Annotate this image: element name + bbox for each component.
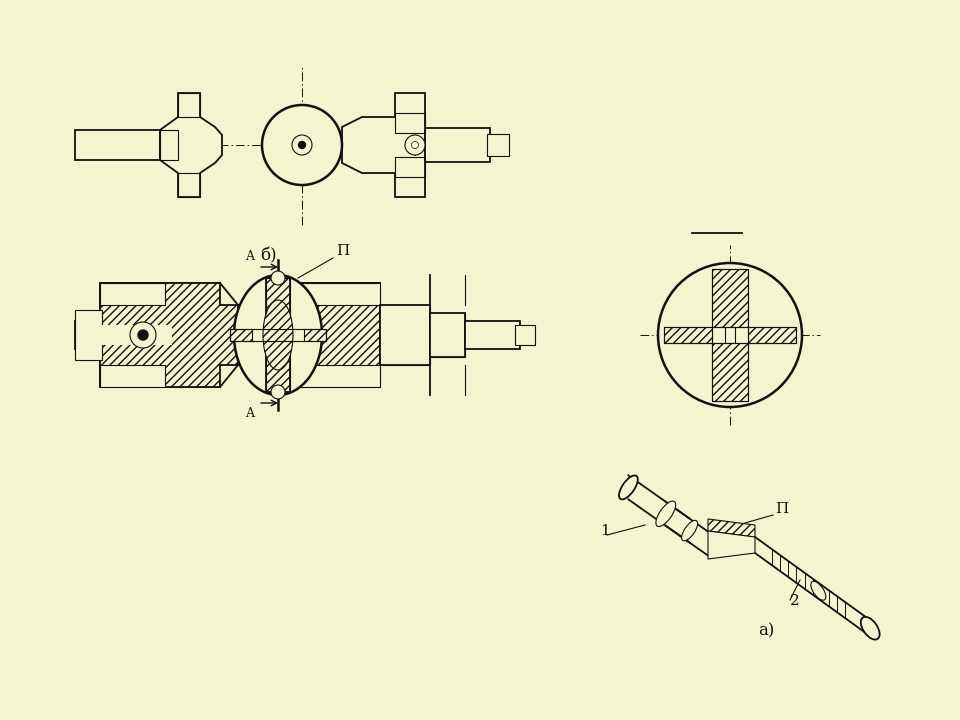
Bar xyxy=(262,283,380,305)
Ellipse shape xyxy=(234,275,322,395)
Bar xyxy=(262,365,380,387)
Bar xyxy=(395,113,425,133)
Polygon shape xyxy=(708,531,755,559)
Bar xyxy=(178,173,200,197)
Bar xyxy=(304,329,326,341)
Circle shape xyxy=(138,330,148,340)
Bar xyxy=(712,269,748,401)
Ellipse shape xyxy=(619,475,637,500)
Ellipse shape xyxy=(811,581,826,600)
Text: A: A xyxy=(245,407,254,420)
Bar xyxy=(100,365,165,387)
Bar xyxy=(75,321,102,349)
Bar xyxy=(160,130,178,160)
Circle shape xyxy=(299,142,305,148)
Bar xyxy=(230,329,326,341)
Ellipse shape xyxy=(861,617,879,639)
Polygon shape xyxy=(160,93,222,197)
Bar xyxy=(664,327,712,343)
Bar xyxy=(748,327,796,343)
Bar xyxy=(380,343,430,365)
Bar xyxy=(266,278,290,318)
Bar xyxy=(75,310,102,360)
Ellipse shape xyxy=(682,521,698,541)
Text: а): а) xyxy=(758,622,775,639)
Bar xyxy=(664,327,796,343)
Circle shape xyxy=(262,105,342,185)
Bar xyxy=(712,343,748,401)
Text: A: A xyxy=(245,250,254,263)
Bar xyxy=(230,329,252,341)
Bar xyxy=(100,283,165,305)
Bar xyxy=(395,157,425,177)
Text: 2: 2 xyxy=(790,594,800,608)
Text: б): б) xyxy=(260,247,276,264)
Bar xyxy=(430,313,465,327)
Bar xyxy=(380,305,430,327)
Polygon shape xyxy=(708,519,755,537)
Bar xyxy=(102,325,172,345)
Polygon shape xyxy=(342,93,425,197)
Bar xyxy=(425,128,490,162)
Polygon shape xyxy=(244,283,380,387)
Circle shape xyxy=(271,271,285,285)
Ellipse shape xyxy=(656,501,676,526)
Bar xyxy=(75,130,160,160)
Bar xyxy=(380,305,430,365)
Bar xyxy=(100,325,165,345)
Ellipse shape xyxy=(263,300,293,370)
Circle shape xyxy=(405,135,425,155)
Bar xyxy=(487,134,509,156)
Circle shape xyxy=(292,135,312,155)
Circle shape xyxy=(658,263,802,407)
Bar xyxy=(266,278,290,392)
Text: П: П xyxy=(775,502,788,516)
Bar xyxy=(430,313,465,357)
Bar xyxy=(266,352,290,392)
Text: П: П xyxy=(336,244,349,258)
Bar xyxy=(465,321,520,349)
Bar xyxy=(712,269,748,327)
Polygon shape xyxy=(100,283,238,387)
Bar xyxy=(515,325,535,345)
Circle shape xyxy=(130,322,156,348)
Circle shape xyxy=(271,385,285,399)
Bar xyxy=(178,93,200,117)
Text: 1: 1 xyxy=(600,524,610,538)
Bar xyxy=(430,343,465,357)
